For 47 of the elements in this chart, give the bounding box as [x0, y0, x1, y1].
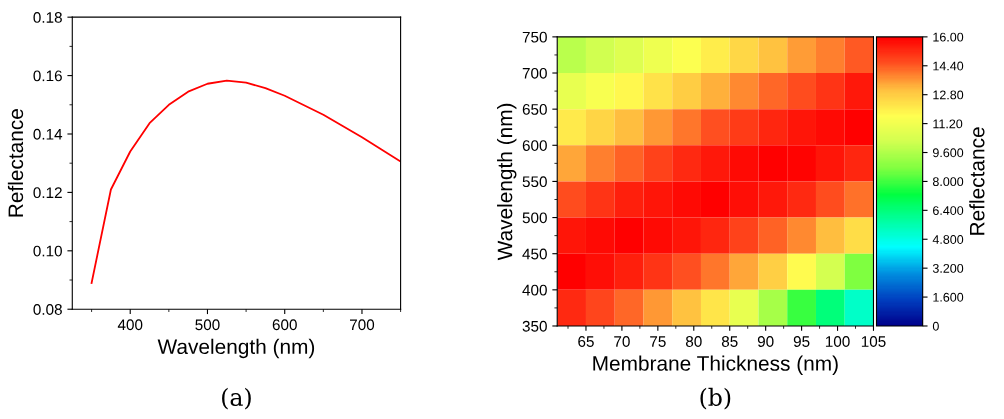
x-tick-label: 70 [614, 336, 630, 347]
text: (b) [700, 387, 731, 410]
line-series [90, 79, 401, 284]
color-bar-label: 14.40 [933, 61, 964, 71]
y-tick-label: 0.18 [33, 12, 62, 23]
color-bar-label: 6.400 [933, 206, 964, 215]
y-tick-label: 550 [522, 176, 547, 188]
x-tick-label: 85 [721, 336, 738, 347]
y-tick-label: 400 [522, 284, 547, 296]
x-tick-label: 500 [195, 319, 220, 331]
y-tick-label: 0.10 [33, 245, 62, 257]
x-tick-label: 100 [825, 336, 850, 347]
y-tick-label: 450 [522, 248, 547, 260]
x-tick-label: 75 [650, 336, 666, 347]
y-tick-label: 500 [522, 212, 547, 224]
y-tick-label: 0.12 [33, 187, 62, 199]
y-tick-label: 0.16 [33, 70, 62, 82]
y-tick-label: 0.08 [33, 304, 62, 315]
y-tick-label: 700 [522, 67, 547, 79]
y-tick-label: 600 [522, 140, 547, 151]
color-bar-label: 8.000 [932, 177, 964, 187]
x-tick-label: 105 [861, 336, 886, 347]
y-tick-label: 650 [522, 104, 547, 115]
x-tick-label: 700 [350, 319, 375, 331]
y-axis-title: Reflectance [7, 109, 24, 217]
color-bar-label: 1.600 [933, 292, 964, 302]
color-bar-label: 4.800 [932, 235, 964, 244]
x-tick-label: 65 [578, 336, 594, 347]
color-bar-label: 9.600 [932, 148, 964, 158]
x-tick-label: 90 [757, 336, 774, 347]
color-bar-label: 11.20 [933, 119, 963, 129]
x-axis-title: Membrane Thickness (nm) [593, 355, 838, 375]
x-tick-label: 600 [272, 319, 297, 331]
text: (a) [222, 387, 251, 410]
x-tick-label: 80 [685, 336, 702, 347]
color-bar-label: 3.200 [932, 263, 964, 273]
y-tick-label: 0.14 [33, 128, 63, 140]
color-bar-label: 0 [932, 321, 939, 331]
x-tick-label: 95 [793, 336, 810, 347]
y-axis-title: Wavelength (nm) [497, 103, 517, 261]
y-tick-label: 350 [522, 320, 547, 332]
color-bar-title: Reflectance [969, 127, 985, 235]
color-bar-label: 12.80 [933, 90, 964, 100]
x-axis-title: Wavelength (nm) [157, 338, 315, 359]
color-bar-label: 16.00 [933, 32, 964, 42]
x-tick-label: 400 [117, 319, 143, 331]
y-tick-label: 750 [522, 31, 547, 43]
